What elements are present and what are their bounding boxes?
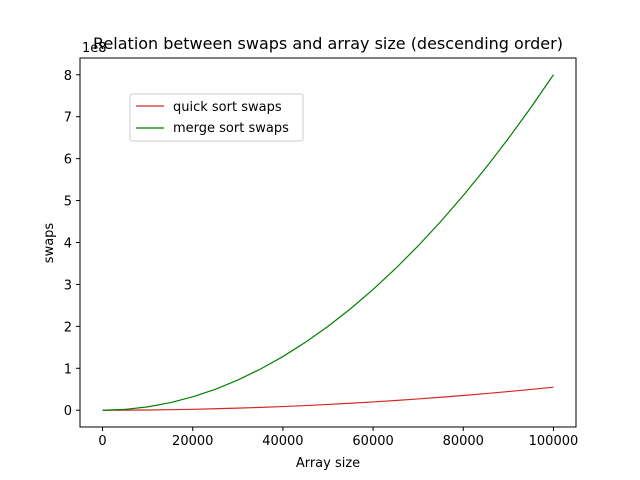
legend-label-quick-sort: quick sort swaps	[173, 100, 282, 115]
x-tick-label: 60000	[352, 434, 393, 449]
y-tick-label: 3	[64, 278, 72, 293]
y-axis-ticks: 0 1 2 3 4 5 6 7 8	[64, 69, 80, 419]
legend-label-merge-sort: merge sort swaps	[173, 121, 289, 136]
y-tick-label: 0	[64, 404, 72, 419]
x-tick-label: 100000	[529, 434, 579, 449]
legend: quick sort swaps merge sort swaps	[129, 93, 304, 142]
series-line-quick-sort-swaps	[102, 386, 554, 411]
x-tick-label: 20000	[172, 434, 213, 449]
y-tick-label: 5	[64, 195, 72, 210]
series-line-merge-sort-swaps	[102, 74, 554, 411]
y-tick-label: 8	[64, 69, 72, 84]
x-tick-label: 0	[98, 434, 106, 449]
y-axis-label: swaps	[42, 223, 57, 264]
y-tick-label: 2	[64, 320, 72, 335]
x-axis-ticks: 0 20000 40000 60000 80000 100000	[98, 427, 578, 449]
y-tick-label: 4	[64, 237, 72, 252]
x-tick-label: 40000	[262, 434, 303, 449]
series-layer	[102, 74, 554, 411]
x-tick-label: 80000	[443, 434, 484, 449]
legend-box	[129, 93, 304, 142]
y-tick-label: 1	[64, 362, 72, 377]
y-tick-label: 6	[64, 153, 72, 168]
y-tick-label: 7	[64, 111, 72, 126]
chart-title: Relation between swaps and array size (d…	[93, 34, 563, 53]
x-axis-label: Array size	[296, 456, 360, 471]
y-scale-label: 1e8	[82, 41, 107, 56]
